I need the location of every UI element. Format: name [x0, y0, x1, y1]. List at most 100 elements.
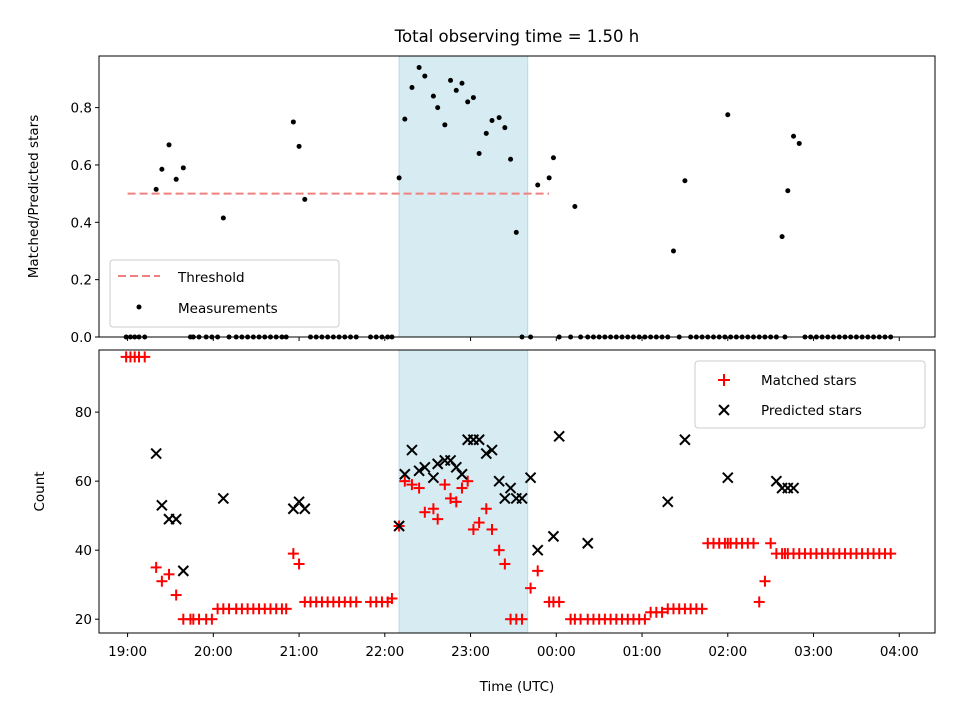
- measurement-point: [670, 248, 676, 254]
- measurement-point: [502, 125, 508, 131]
- predicted-star-point: [787, 482, 800, 494]
- legend-matched-label: Matched stars: [761, 373, 857, 389]
- top-y-tick-label: 0.0: [71, 330, 92, 346]
- bottom-x-tick-label: 20:00: [194, 644, 233, 660]
- matched-star-point: [748, 537, 760, 549]
- top-panel: 0.00.20.40.60.8 Matched/Predicted stars …: [26, 55, 936, 346]
- bottom-axes-frame: [98, 349, 936, 634]
- predicted-star-point: [493, 475, 505, 487]
- bottom-panel: 20 40 60 80 19:00 20:00 21:00 22:00 23:00 00:00 0…: [32, 349, 936, 695]
- matched-star-point: [480, 503, 492, 515]
- bottom-x-tick-label: 23:00: [451, 644, 490, 660]
- bottom-y-axis-label: Count: [32, 471, 48, 511]
- measurement-point: [422, 73, 428, 79]
- matched-star-point: [456, 482, 468, 494]
- predicted-star-point: [156, 499, 168, 512]
- measurement-point: [220, 215, 226, 221]
- predicted-star-point: [547, 530, 560, 543]
- matched-star-point: [156, 575, 168, 587]
- measurement-point: [779, 234, 785, 240]
- matched-star-point: [150, 561, 162, 573]
- predicted-star-point: [516, 492, 528, 505]
- predicted-star-point: [170, 513, 182, 525]
- predicted-star-point: [419, 461, 431, 474]
- bottom-x-tick-label: 00:00: [537, 644, 576, 660]
- top-legend-box: [109, 259, 340, 328]
- measurement-point: [785, 188, 791, 194]
- bottom-y-ticks: 20 40 60 80: [75, 405, 99, 628]
- matched-star-point: [759, 575, 771, 587]
- predicted-star-point: [480, 447, 492, 460]
- measurement-point: [489, 118, 495, 124]
- legend-matched-swatch: [718, 374, 730, 386]
- measurement-point: [435, 105, 441, 111]
- measurement-point: [508, 156, 514, 162]
- bottom-x-tick-label: 21:00: [280, 644, 319, 660]
- matched-star-point: [293, 558, 305, 570]
- bottom-x-tick-label: 04:00: [880, 644, 919, 660]
- matched-star-point: [493, 544, 505, 556]
- predicted-star-point: [399, 468, 411, 480]
- measurement-point: [796, 140, 802, 146]
- predicted-star-point: [486, 444, 498, 456]
- matched-star-point: [432, 513, 444, 525]
- predicted-star-point: [413, 465, 425, 477]
- predicted-star-point: [177, 565, 190, 577]
- top-legend: Threshold Measurements: [109, 259, 340, 328]
- bottom-x-tick-label: 22:00: [365, 644, 404, 660]
- matched-star-point: [280, 603, 292, 615]
- measurement-point: [453, 87, 459, 93]
- measurement-point: [302, 196, 308, 202]
- predicted-star-point: [150, 447, 162, 460]
- matched-star-point: [386, 592, 398, 604]
- measurement-point: [682, 178, 688, 184]
- predicted-star-point: [662, 496, 674, 508]
- matched-star-point: [467, 523, 479, 535]
- measurement-point: [180, 165, 186, 171]
- measurement-point: [791, 133, 797, 139]
- matched-star-point: [163, 568, 175, 580]
- measurement-point: [546, 175, 552, 181]
- matched-star-point: [170, 589, 182, 601]
- figure-title: Total observing time = 1.50 h: [394, 27, 639, 46]
- top-y-tick-label: 0.6: [71, 158, 92, 174]
- measurement-point: [173, 176, 179, 182]
- matched-star-point: [753, 596, 765, 608]
- predicted-star-point: [679, 434, 691, 446]
- matched-star-point: [532, 565, 544, 577]
- measurement-point: [535, 182, 541, 188]
- bottom-legend-box: [694, 360, 926, 429]
- measurement-point: [409, 85, 415, 91]
- matched-star-point: [406, 479, 418, 491]
- matched-star-point: [419, 506, 431, 518]
- predicted-star-point: [473, 434, 485, 446]
- measurement-point: [159, 166, 165, 172]
- predicted-star-point: [217, 492, 230, 505]
- top-y-tick-label: 0.2: [71, 273, 92, 289]
- measurement-point: [513, 229, 519, 235]
- measurement-point: [416, 64, 422, 70]
- predicted-star-point: [722, 471, 734, 484]
- matched-star-point: [439, 479, 451, 491]
- matched-star-point: [765, 537, 777, 549]
- bottom-x-tick-label: 03:00: [794, 644, 833, 660]
- bottom-x-ticks: 19:00 20:00 21:00 22:00 23:00 00:00 01:00 02:00…: [108, 633, 919, 660]
- top-shaded-interval: [398, 55, 529, 338]
- predicted-star-point: [499, 492, 511, 505]
- predicted-star-point: [524, 471, 537, 484]
- matched-star-point: [413, 482, 425, 494]
- matched-star-point: [350, 596, 362, 608]
- matched-star-point: [206, 613, 218, 625]
- measurement-point: [465, 99, 471, 105]
- bottom-y-tick-label: 80: [75, 405, 92, 421]
- matched-star-point: [473, 517, 485, 529]
- measurement-point: [483, 130, 489, 136]
- top-series: [123, 64, 894, 340]
- matched-star-point: [462, 475, 474, 487]
- matched-star-point: [553, 596, 565, 608]
- predicted-star-point: [393, 520, 405, 532]
- measurement-point: [153, 186, 159, 192]
- legend-measurements-label: Measurements: [178, 301, 278, 317]
- measurement-point: [572, 204, 578, 210]
